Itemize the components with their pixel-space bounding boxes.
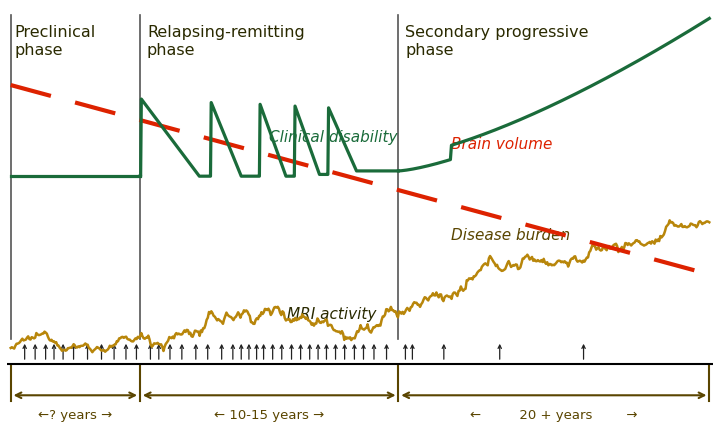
Text: Secondary progressive
phase: Secondary progressive phase: [405, 26, 589, 58]
Text: ← 10-15 years →: ← 10-15 years →: [214, 409, 324, 422]
Text: Preclinical
phase: Preclinical phase: [14, 26, 96, 58]
Text: Disease burden: Disease burden: [451, 228, 570, 243]
Text: Clinical disability: Clinical disability: [269, 130, 397, 145]
Text: ←         20 + years        →: ← 20 + years →: [470, 409, 638, 422]
Text: MRI activity: MRI activity: [287, 307, 376, 322]
Text: ←? years →: ←? years →: [38, 409, 112, 422]
Text: Relapsing-remitting
phase: Relapsing-remitting phase: [147, 26, 305, 58]
Text: Brain volume: Brain volume: [451, 137, 552, 152]
